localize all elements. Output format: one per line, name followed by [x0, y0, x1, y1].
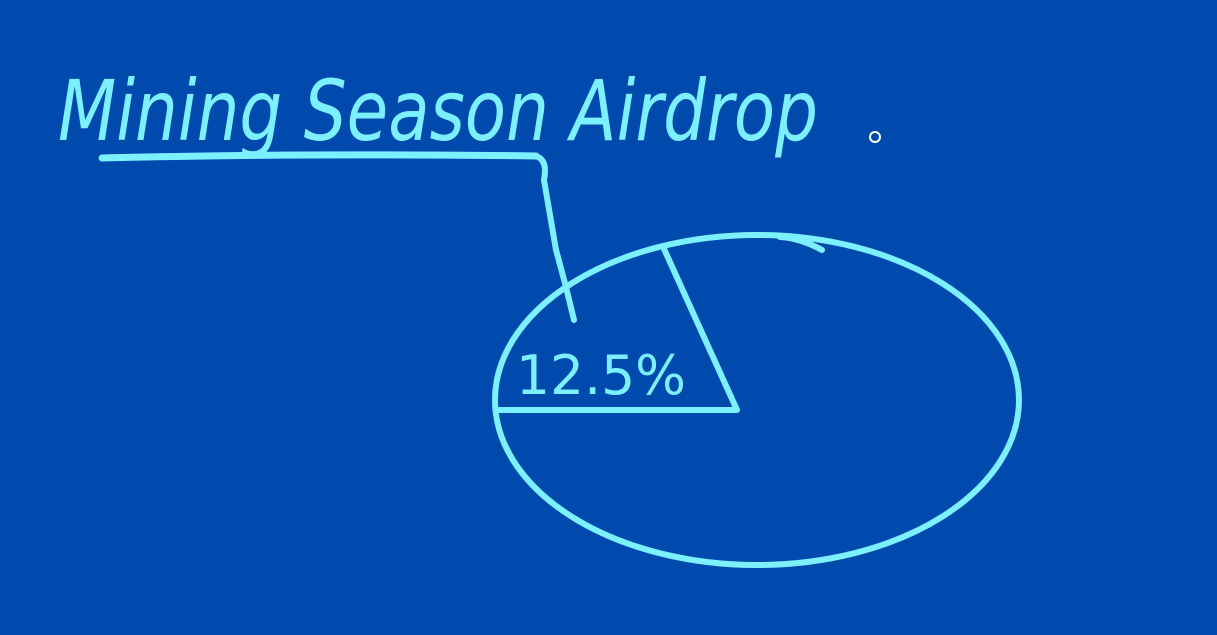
pie-outline-overlap [777, 234, 825, 253]
pen-cursor-icon [869, 131, 881, 143]
chart-marks: 12.5% [98, 151, 1022, 568]
slice-label-0: 12.5% [516, 344, 686, 407]
chart-title: Mining Season Airdrop [58, 62, 818, 160]
label-leader-line [533, 153, 577, 323]
pie-slice-boundary-0 [494, 245, 740, 413]
title-underline [98, 151, 540, 162]
pie-outline [492, 232, 1022, 568]
